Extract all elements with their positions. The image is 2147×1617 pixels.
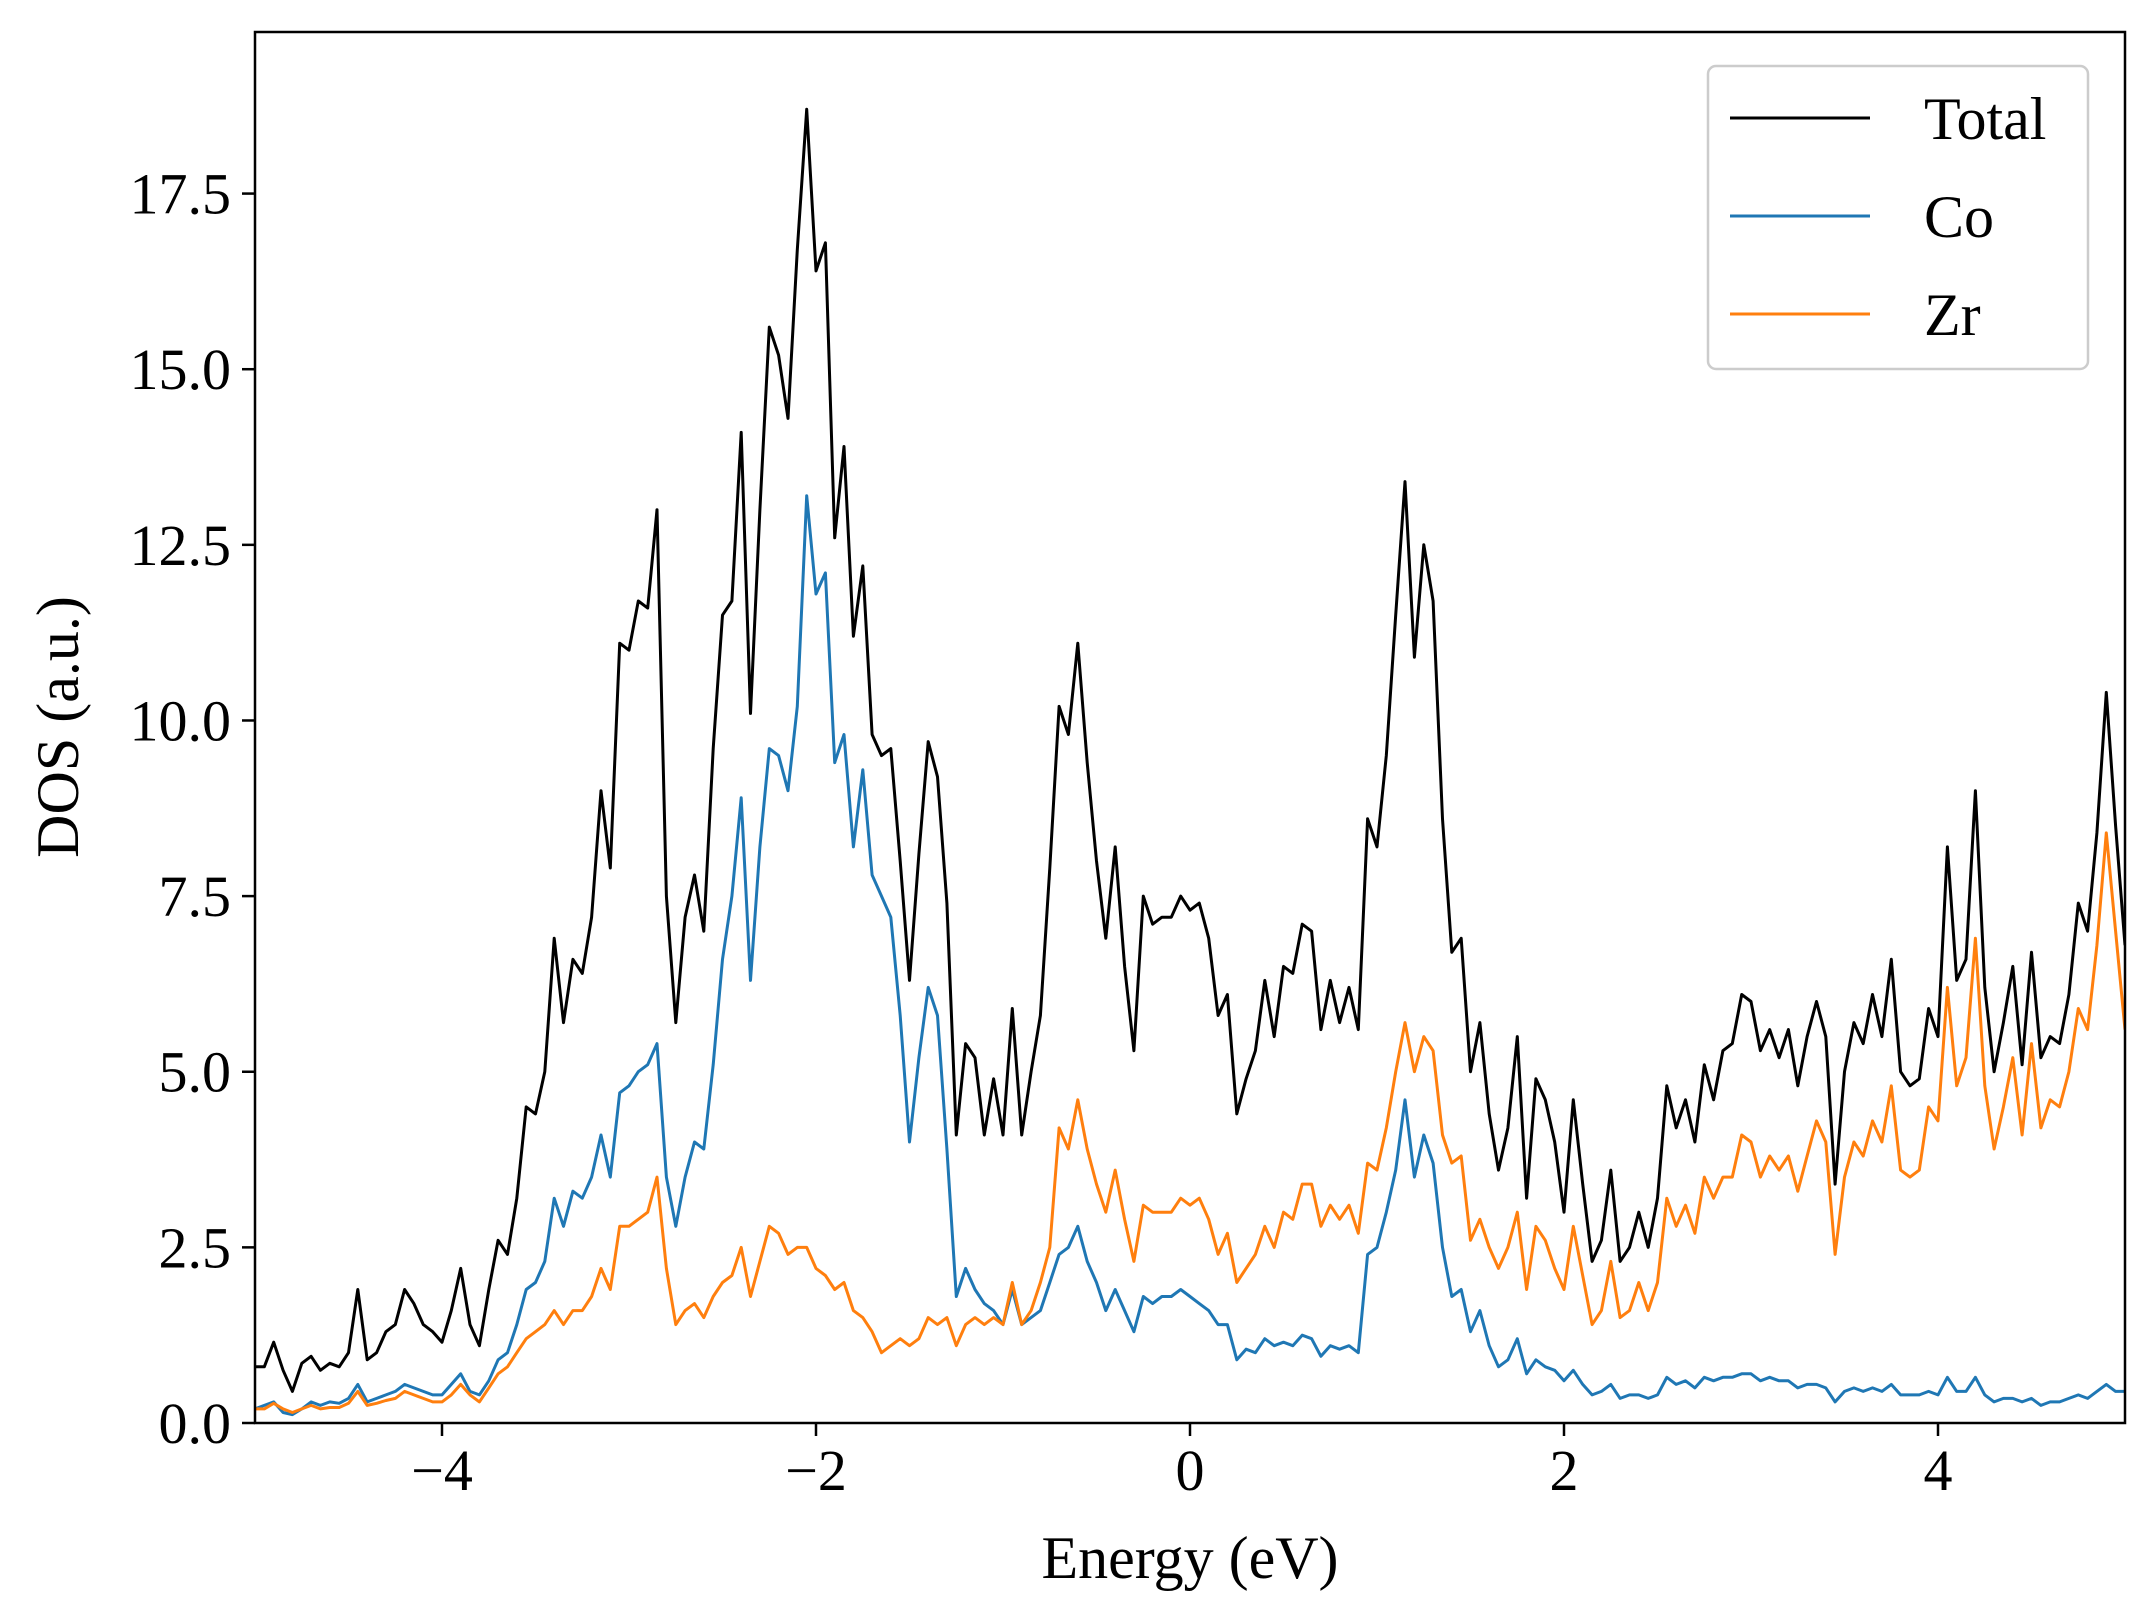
legend-label-co: Co: [1924, 184, 1994, 250]
y-tick-label: 7.5: [159, 864, 232, 929]
plot-area: [255, 107, 2125, 1417]
x-tick-label: 4: [1924, 1438, 1953, 1503]
y-tick-label: 0.0: [159, 1391, 232, 1456]
x-tick-label: 2: [1550, 1438, 1579, 1503]
legend-label-zr: Zr: [1924, 282, 1981, 348]
legend: Total Co Zr: [1706, 64, 2090, 371]
x-tick-label: 0: [1176, 1438, 1205, 1503]
legend-items: Total Co Zr: [1730, 86, 2046, 348]
y-tick-label: 17.5: [130, 162, 232, 227]
series-line-co: [255, 494, 2125, 1417]
y-tick-label: 15.0: [130, 337, 232, 402]
legend-frame: [1706, 64, 2090, 371]
y-axis-label: DOS (a.u.): [25, 596, 91, 858]
axes-frame: [253, 30, 2127, 1425]
y-tick-label: 2.5: [159, 1215, 232, 1280]
x-tick-label: −4: [411, 1438, 473, 1503]
y-tick-label: 12.5: [130, 513, 232, 578]
y-axis: 0.0 2.5 5.0 7.5 10.0 12.5 15.0 17.5: [130, 162, 255, 1456]
y-tick-label: 5.0: [159, 1040, 232, 1105]
legend-label-total: Total: [1924, 86, 2046, 152]
series-line-total: [255, 107, 2125, 1393]
x-axis: −4 −2 0 2 4: [411, 1423, 1953, 1503]
series-line-zr: [255, 831, 2125, 1414]
y-tick-label: 10.0: [130, 688, 232, 753]
x-tick-label: −2: [785, 1438, 847, 1503]
x-axis-label: Energy (eV): [1041, 1525, 1338, 1591]
